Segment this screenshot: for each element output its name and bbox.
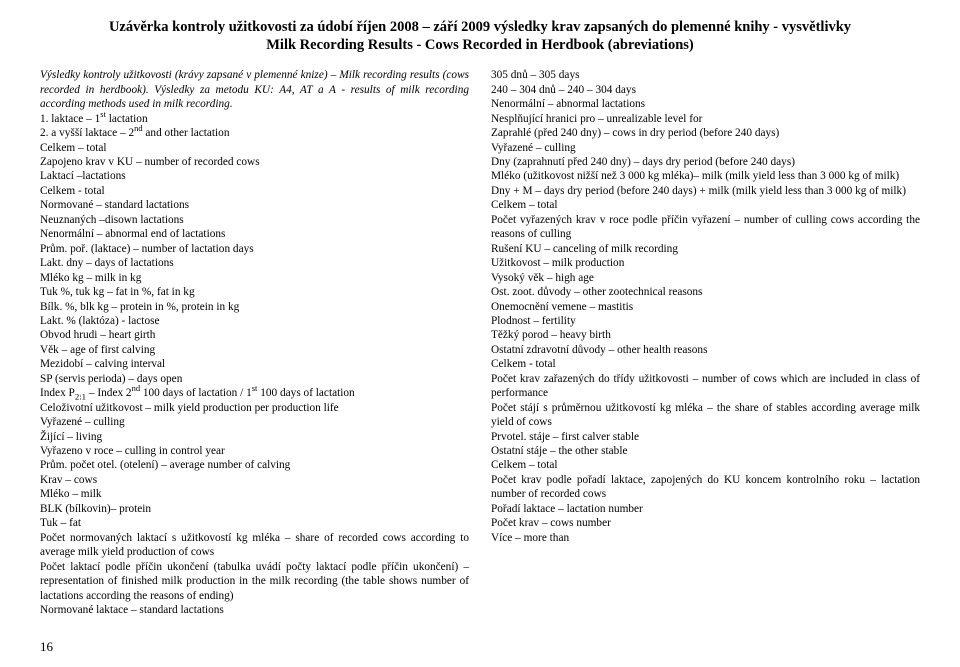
definition-line: Tuk – fat xyxy=(40,516,469,530)
definition-line: Mléko – milk xyxy=(40,487,469,501)
definition-line: Celkem – total xyxy=(40,141,469,155)
definition-line: 305 dnů – 305 days xyxy=(491,68,920,82)
definition-line: Těžký porod – heavy birth xyxy=(491,328,920,342)
definition-line: Normované laktace – standard lactations xyxy=(40,603,469,617)
definition-line: Dny (zaprahnutí před 240 dny) – days dry… xyxy=(491,155,920,169)
title-line-1: Uzávěrka kontroly užitkovosti za údobí ř… xyxy=(40,18,920,36)
definition-line: Rušení KU – canceling of milk recording xyxy=(491,242,920,256)
definition-line: Mléko kg – milk in kg xyxy=(40,271,469,285)
definition-line: Počet laktací podle příčin ukončení (tab… xyxy=(40,560,469,603)
definition-line: Lakt. dny – days of lactations xyxy=(40,256,469,270)
definition-line: Krav – cows xyxy=(40,473,469,487)
definition-line: 2. a vyšší laktace – 2nd and other lacta… xyxy=(40,126,469,140)
definition-line: Počet krav zařazených do třídy užitkovos… xyxy=(491,372,920,401)
right-column: 305 dnů – 305 days 240 – 304 dnů – 240 –… xyxy=(491,68,920,617)
definition-line: Více – more than xyxy=(491,531,920,545)
definition-line: Počet krav podle pořadí laktace, zapojen… xyxy=(491,473,920,502)
left-column: Výsledky kontroly užitkovosti (krávy zap… xyxy=(40,68,469,617)
definition-line: Celoživotní užitkovost – milk yield prod… xyxy=(40,401,469,415)
page-title: Uzávěrka kontroly užitkovosti za údobí ř… xyxy=(40,18,920,54)
title-line-2: Milk Recording Results - Cows Recorded i… xyxy=(40,36,920,54)
definition-line: Ost. zoot. důvody – other zootechnical r… xyxy=(491,285,920,299)
definition-line: Nenormální – abnormal lactations xyxy=(491,97,920,111)
definition-line: Věk – age of first calving xyxy=(40,343,469,357)
definition-line: Počet vyřazených krav v roce podle příči… xyxy=(491,213,920,242)
subscript: 2:1 xyxy=(75,391,86,401)
superscript-nd: nd xyxy=(132,383,140,393)
definition-line: Laktací –lactations xyxy=(40,169,469,183)
definition-line: Prům. poř. (laktace) – number of lactati… xyxy=(40,242,469,256)
superscript-nd: nd xyxy=(134,123,142,133)
definition-line: Obvod hrudi – heart girth xyxy=(40,328,469,342)
definition-line: Mléko (užitkovost nižší než 3 000 kg mlé… xyxy=(491,169,920,183)
definition-line: Vyřazené – culling xyxy=(40,415,469,429)
definition-line: Počet normovaných laktací s užitkovostí … xyxy=(40,531,469,560)
content-columns: Výsledky kontroly užitkovosti (krávy zap… xyxy=(40,68,920,617)
definition-line: Lakt. % (laktóza) - lactose xyxy=(40,314,469,328)
intro-paragraph: Výsledky kontroly užitkovosti (krávy zap… xyxy=(40,68,469,111)
definition-line: Prům. počet otel. (otelení) – average nu… xyxy=(40,458,469,472)
definition-line: Onemocnění vemene – mastitis xyxy=(491,300,920,314)
definition-line: BLK (bílkovin)– protein xyxy=(40,502,469,516)
definition-line: 240 – 304 dnů – 240 – 304 days xyxy=(491,83,920,97)
definition-line: Počet stájí s průměrnou užitkovostí kg m… xyxy=(491,401,920,430)
definition-line: Bílk. %, blk kg – protein in %, protein … xyxy=(40,300,469,314)
definition-line: Vyřazeno v roce – culling in control yea… xyxy=(40,444,469,458)
definition-line: Ostatní zdravotní důvody – other health … xyxy=(491,343,920,357)
definition-line: Celkem – total xyxy=(491,458,920,472)
definition-line: Celkem – total xyxy=(491,198,920,212)
definition-line: Celkem - total xyxy=(40,184,469,198)
definition-line: Vyřazené – culling xyxy=(491,141,920,155)
definition-line: Nenormální – abnormal end of lactations xyxy=(40,227,469,241)
page-number: 16 xyxy=(40,639,53,655)
definition-line: Mezidobí – calving interval xyxy=(40,357,469,371)
definition-line: Pořadí laktace – lactation number xyxy=(491,502,920,516)
definition-line: Plodnost – fertility xyxy=(491,314,920,328)
definition-line: Počet krav – cows number xyxy=(491,516,920,530)
definition-line: Dny + M – days dry period (before 240 da… xyxy=(491,184,920,198)
definition-line: Neuznaných –disown lactations xyxy=(40,213,469,227)
definition-line: Zapojeno krav v KU – number of recorded … xyxy=(40,155,469,169)
definition-line: Celkem - total xyxy=(491,357,920,371)
definition-line: Prvotel. stáje – first calver stable xyxy=(491,430,920,444)
definition-line: Index P2:1 – Index 2nd 100 days of lacta… xyxy=(40,386,469,400)
definition-line: 1. laktace – 1st lactation xyxy=(40,112,469,126)
definition-line: Nesplňující hranici pro – unrealizable l… xyxy=(491,112,920,126)
definition-line: Tuk %, tuk kg – fat in %, fat in kg xyxy=(40,285,469,299)
definition-line: Normované – standard lactations xyxy=(40,198,469,212)
definition-line: Vysoký věk – high age xyxy=(491,271,920,285)
definition-line: Žijící – living xyxy=(40,430,469,444)
definition-line: Zaprahlé (před 240 dny) – cows in dry pe… xyxy=(491,126,920,140)
definition-line: Ostatní stáje – the other stable xyxy=(491,444,920,458)
page: Uzávěrka kontroly užitkovosti za údobí ř… xyxy=(0,0,960,667)
definition-line: Užitkovost – milk production xyxy=(491,256,920,270)
